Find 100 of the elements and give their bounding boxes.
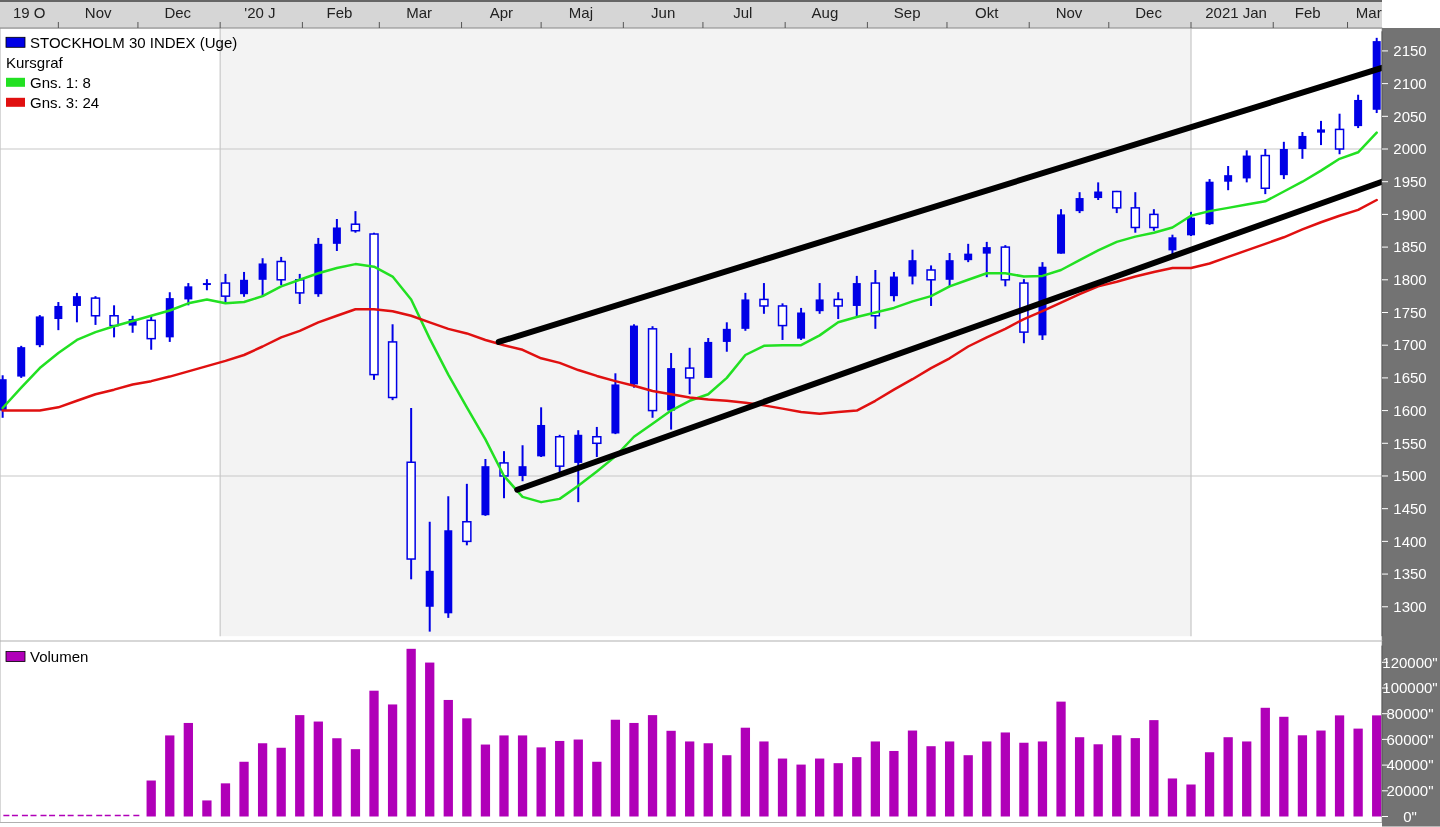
bar	[1037, 741, 1048, 817]
x-tick-label: Okt	[975, 4, 1000, 22]
candlestick	[982, 240, 991, 279]
legend-label: Volumen	[30, 647, 89, 665]
bar	[1297, 735, 1308, 817]
x-tick-label: Mar	[406, 4, 433, 22]
candlestick	[1316, 119, 1325, 147]
y-tick-label: 1950	[1393, 172, 1427, 190]
candlestick	[833, 291, 843, 321]
y-tick-label: 0"	[1403, 807, 1417, 825]
candlestick	[964, 242, 973, 264]
candlestick	[1242, 149, 1251, 184]
candlestick	[684, 346, 695, 396]
y-tick-label: 1450	[1393, 499, 1427, 517]
bar	[777, 758, 788, 817]
candlestick	[759, 282, 769, 315]
y-tick-label: 2150	[1393, 42, 1427, 60]
bar	[573, 739, 583, 817]
bar	[944, 741, 955, 817]
y-tick-label: 60000"	[1386, 730, 1434, 748]
x-tick-label: '20 J	[244, 4, 276, 22]
bar	[722, 755, 732, 817]
bar	[313, 721, 323, 817]
bar	[387, 704, 398, 817]
bar	[870, 741, 880, 817]
candlestick	[1149, 208, 1159, 232]
bar	[926, 746, 936, 817]
bar	[1372, 715, 1382, 817]
candlestick	[1187, 210, 1196, 237]
x-tick-label: Feb	[326, 4, 353, 22]
candlestick	[926, 264, 936, 307]
candlestick	[722, 321, 731, 353]
bar	[592, 761, 602, 817]
candlestick	[462, 482, 472, 547]
y-tick-label: 1500	[1393, 467, 1427, 485]
bar	[239, 761, 249, 817]
candlestick	[276, 255, 286, 287]
y-tick-label: 1550	[1393, 434, 1427, 452]
bar	[889, 750, 899, 817]
bar	[610, 719, 621, 817]
y-tick-label: 20000"	[1386, 782, 1434, 800]
legend-label: STOCKHOLM 30 INDEX (Uge)	[30, 33, 238, 51]
bar	[1260, 707, 1270, 817]
bar	[1149, 720, 1159, 817]
bar	[759, 741, 769, 817]
bar	[332, 738, 342, 817]
candlestick	[1334, 112, 1345, 156]
x-tick-label: 2021 Jan	[1205, 4, 1267, 22]
x-tick-label: Jul	[733, 4, 753, 22]
x-tick-label: Dec	[1135, 4, 1163, 22]
bar	[1353, 728, 1363, 817]
y-tick-label: 1350	[1393, 565, 1427, 583]
y-tick-label: 1800	[1393, 271, 1427, 289]
candlestick	[889, 270, 898, 303]
y-tick-label: 1600	[1393, 401, 1427, 419]
candlestick	[332, 217, 341, 253]
legend-label: Gns. 3: 24	[30, 93, 100, 111]
bar	[852, 757, 862, 817]
bar	[517, 735, 528, 817]
bar	[666, 730, 676, 817]
annotation: Kursgraf	[6, 53, 64, 71]
x-tick-label: Jun	[651, 4, 676, 22]
y-tick-label: 1400	[1393, 532, 1427, 550]
candlestick	[146, 314, 156, 351]
bar	[276, 747, 286, 817]
bar	[536, 747, 546, 817]
y-tick-label: 40000"	[1386, 756, 1434, 774]
x-tick-label: Feb	[1294, 4, 1321, 22]
x-tick-label: Sep	[893, 4, 921, 22]
candlestick	[72, 291, 81, 324]
x-tick-label: 19 O	[12, 4, 46, 22]
bar	[146, 780, 156, 817]
bar	[480, 744, 491, 817]
bar	[443, 699, 453, 817]
bar	[685, 741, 695, 817]
bar	[1316, 730, 1326, 817]
x-tick-label: Nov	[1055, 4, 1083, 22]
line-series	[1, 131, 1378, 504]
bar	[629, 722, 639, 817]
bar	[406, 648, 416, 817]
bar	[257, 743, 268, 817]
bar	[499, 735, 509, 817]
bar	[462, 718, 472, 817]
y-tick-label: 1900	[1393, 205, 1427, 223]
x-tick-label: Mar	[1355, 4, 1382, 22]
bar	[982, 741, 992, 817]
candlestick	[777, 302, 788, 341]
y-tick-label: 1300	[1393, 598, 1427, 616]
bar	[1093, 744, 1103, 817]
bar	[165, 735, 175, 817]
y-tick-label: 1650	[1393, 369, 1427, 387]
bar	[350, 749, 361, 817]
candlestick	[1224, 165, 1233, 192]
bar	[1334, 715, 1345, 817]
candlestick	[258, 257, 267, 298]
bar	[815, 758, 825, 817]
x-tick-label: Aug	[811, 4, 839, 22]
candlestick	[54, 301, 63, 332]
bar	[1019, 742, 1029, 817]
legend-label: Gns. 1: 8	[30, 73, 91, 91]
